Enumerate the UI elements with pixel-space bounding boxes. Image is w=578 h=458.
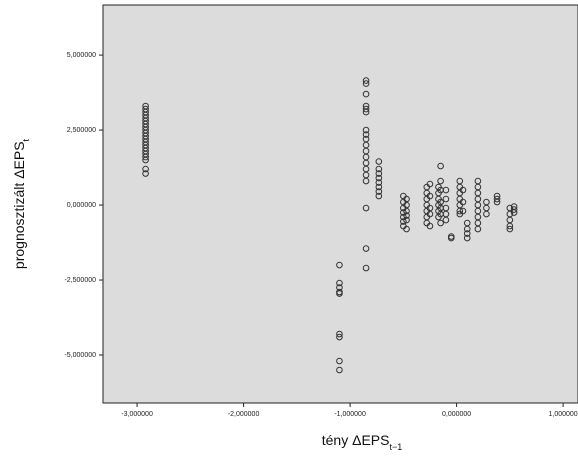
point [142, 156, 149, 164]
x-tick-label: -1,000000 [334, 411, 366, 418]
point [336, 357, 343, 365]
point [362, 80, 370, 87]
point [400, 218, 407, 225]
point [483, 210, 490, 218]
point [426, 192, 434, 200]
point [375, 170, 383, 177]
x-tick-label: 1,000000 [548, 411, 577, 418]
point [456, 207, 464, 215]
x-label-sub: t−1 [389, 442, 402, 452]
point [375, 165, 383, 173]
y-tick-label: 2,500000 [67, 127, 96, 134]
point [375, 188, 383, 195]
point [474, 225, 482, 233]
point [510, 209, 518, 216]
y-tick-label: -5,000000 [64, 352, 96, 359]
point [442, 186, 450, 194]
point [447, 234, 455, 242]
point [510, 206, 518, 213]
point [362, 204, 370, 212]
point [142, 153, 149, 161]
point [426, 180, 434, 188]
y-label-sub: t [21, 138, 31, 141]
plot-area [102, 4, 578, 404]
point [437, 177, 444, 185]
y-label-main: prognosztizált ΔEPS [11, 141, 27, 269]
point [442, 195, 450, 203]
point [463, 234, 471, 242]
point [437, 162, 444, 170]
point [142, 170, 149, 177]
point [362, 177, 370, 185]
point [442, 216, 450, 224]
point [375, 192, 383, 200]
point [403, 212, 410, 219]
y-tick-label: 5,000000 [67, 52, 96, 59]
point [362, 131, 370, 138]
point [506, 222, 514, 230]
point [362, 245, 370, 252]
point [375, 174, 383, 182]
point [336, 333, 343, 341]
point [493, 198, 501, 206]
point [459, 207, 467, 215]
point [459, 198, 467, 206]
point [362, 77, 370, 84]
point [375, 158, 383, 165]
x-tick-label: 0,000000 [442, 411, 471, 418]
point [362, 105, 370, 113]
y-tick-label: 0,000000 [67, 202, 96, 209]
point [362, 264, 370, 272]
point [403, 216, 410, 224]
point [336, 261, 343, 269]
point [506, 225, 514, 233]
point [437, 219, 444, 227]
point [336, 290, 343, 297]
point [493, 195, 501, 203]
point [459, 186, 467, 194]
y-axis-label: prognosztizált ΔEPSt [11, 138, 31, 269]
point [336, 330, 343, 338]
x-tick-label: -3,000000 [121, 411, 153, 418]
x-label-main: tény ΔEPS [322, 432, 390, 448]
point [463, 230, 471, 237]
point [426, 222, 434, 230]
point [426, 210, 434, 218]
point [375, 183, 383, 191]
point [463, 225, 471, 233]
point [336, 366, 343, 374]
point [336, 279, 343, 287]
y-tick-label: -2,500000 [64, 277, 96, 284]
x-axis-label: tény ΔEPSt−1 [322, 432, 402, 452]
point [403, 225, 410, 233]
point [362, 126, 370, 134]
point [142, 165, 149, 173]
point [375, 179, 383, 186]
point [403, 207, 410, 215]
point [362, 90, 370, 98]
x-tick-label: -2,000000 [228, 411, 260, 418]
point [362, 108, 370, 116]
